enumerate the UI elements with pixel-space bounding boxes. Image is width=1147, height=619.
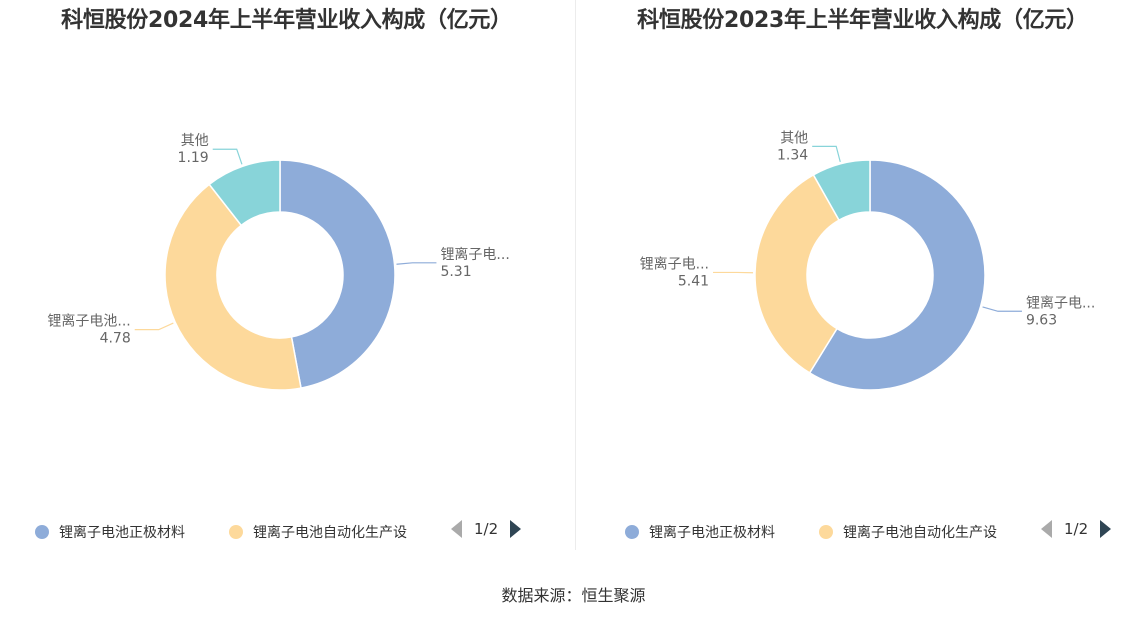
pie-slice[interactable] (279, 159, 396, 389)
legend-dot-icon (229, 525, 243, 539)
data-source: 数据来源：恒生聚源 (501, 586, 646, 605)
legend-label: 锂离子电池自动化生产设 (253, 525, 407, 541)
slice-label-name: 锂离子电... (640, 255, 709, 272)
slice-label-name: 锂离子电... (1026, 294, 1095, 311)
slice-label-value: 1.34 (777, 147, 808, 163)
prev-page-icon[interactable] (451, 520, 462, 538)
panel-divider (575, 0, 576, 550)
legend: 锂离子电池正极材料 锂离子电池自动化生产设 1/2 (576, 520, 1147, 544)
next-page-icon[interactable] (1100, 520, 1112, 538)
chart-panel-2024: 科恒股份2024年上半年营业收入构成（亿元） 锂离子电... 5.31 锂离子电池.… (0, 0, 573, 555)
legend-label: 锂离子电池正极材料 (59, 525, 185, 541)
slice-label-value: 9.63 (1026, 312, 1057, 328)
legend-label: 锂离子电池自动化生产设 (843, 525, 997, 541)
label-leader-line (982, 306, 1022, 312)
legend-item-equipment[interactable]: 锂离子电池自动化生产设 (819, 522, 997, 542)
legend-item-equipment[interactable]: 锂离子电池自动化生产设 (229, 522, 407, 542)
legend-item-cathode[interactable]: 锂离子电池正极材料 (35, 522, 185, 542)
chart-title: 科恒股份2023年上半年营业收入构成（亿元） (637, 8, 1088, 33)
label-leader-line (396, 262, 437, 265)
legend-label: 锂离子电池正极材料 (649, 525, 775, 541)
legend-pager: 1/2 (451, 520, 522, 538)
slice-label-value: 5.31 (440, 264, 471, 280)
pie-slice[interactable] (754, 173, 841, 374)
prev-page-icon[interactable] (1041, 520, 1052, 538)
pie-slice[interactable] (812, 159, 871, 222)
legend-dot-icon (35, 525, 49, 539)
slice-label-name: 其他 (181, 133, 209, 149)
slice-label-value: 4.78 (100, 331, 131, 347)
legend: 锂离子电池正极材料 锂离子电池自动化生产设 1/2 (0, 520, 573, 544)
legend-item-cathode[interactable]: 锂离子电池正极材料 (625, 522, 775, 542)
label-leader-line (134, 322, 174, 331)
page-indicator: 1/2 (474, 520, 499, 538)
slice-label-name: 锂离子电... (440, 246, 509, 263)
pie-slice[interactable] (208, 159, 281, 227)
slice-label-name: 锂离子电池... (47, 313, 130, 330)
pie-slice[interactable] (808, 159, 986, 391)
chart-title: 科恒股份2024年上半年营业收入构成（亿元） (61, 8, 512, 33)
legend-dot-icon (819, 525, 833, 539)
slice-label-value: 5.41 (678, 273, 709, 289)
donut-chart-2024: 锂离子电...5.31 锂离子电池...4.78 其他1.19 (47, 133, 510, 391)
chart-panel-2023: 科恒股份2023年上半年营业收入构成（亿元） 锂离子电... 9.63 锂离子电..… (576, 0, 1147, 555)
slice-label-value: 1.19 (178, 150, 209, 166)
pie-slice[interactable] (164, 183, 302, 391)
next-page-icon[interactable] (510, 520, 522, 538)
slice-label-name: 其他 (780, 130, 808, 146)
label-leader-line (212, 148, 243, 165)
label-leader-line (812, 145, 841, 162)
legend-dot-icon (625, 525, 639, 539)
page-indicator: 1/2 (1064, 520, 1089, 538)
legend-pager: 1/2 (1041, 520, 1112, 538)
